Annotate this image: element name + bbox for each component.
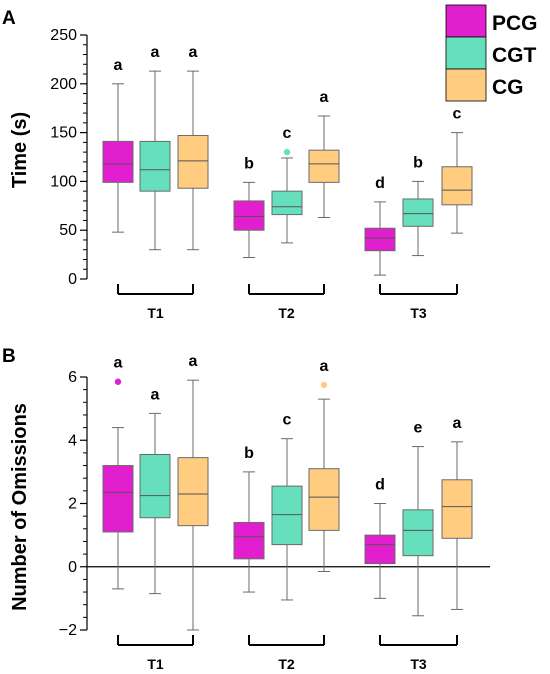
legend-swatch-cg xyxy=(445,68,487,102)
panel-b-plot: −2 0 2 4 6 a b d a c e a a a T1 T2 T3 xyxy=(59,353,490,672)
panel-b-cg-t3-box xyxy=(441,479,473,539)
panel-b-y-tick-label: 4 xyxy=(68,432,77,449)
panel-b-cg-t3-significance-letter: a xyxy=(453,415,462,432)
panel-b-cgt-t1-box xyxy=(139,453,171,519)
panel-a-cgt-t3-box xyxy=(402,198,434,227)
panel-b-pcg-t1-box xyxy=(102,465,134,533)
panel-a-cg-t2-box xyxy=(308,149,340,183)
legend-label-cg: CG xyxy=(492,76,524,99)
panel-b-cgt-t2-box xyxy=(271,485,303,546)
panel-a-pcg-t2-significance-letter: b xyxy=(244,155,254,172)
panel-b-cg-t2-outlier xyxy=(320,381,328,389)
panel-b-pcg-t3-box xyxy=(364,534,396,565)
panel-a-pcg-t2-box xyxy=(233,200,265,231)
panel-b-pcg-t1-outlier xyxy=(114,378,122,385)
panel-b-cgt-t2-significance-letter: c xyxy=(283,412,292,429)
panel-b-pcg-t2-box xyxy=(233,521,265,560)
panel-b-cg-t1-significance-letter: a xyxy=(189,353,198,370)
panel-b-pcg-t2-significance-letter: b xyxy=(244,445,254,462)
panel-b-pcg-t3-significance-letter: d xyxy=(375,477,385,494)
panel-a-y-tick-label: 250 xyxy=(50,27,77,44)
panel-a-cgt-t2-box xyxy=(271,190,303,216)
panel-a-cg-t2-significance-letter: a xyxy=(320,89,329,106)
panel-a-cgt-t1-box xyxy=(139,140,171,192)
panel-b-cg-t1-box xyxy=(177,457,209,527)
panel-a-cg-t3-significance-letter: c xyxy=(453,106,462,123)
panel-a-cgt-t2-outlier xyxy=(283,148,291,156)
panel-a-cg-t3-box xyxy=(441,166,473,206)
panel-b-cg-t2-significance-letter: a xyxy=(320,358,329,375)
panel-a-cgt-t2-significance-letter: c xyxy=(283,125,292,142)
panel-a-cg-t1-box xyxy=(177,135,209,189)
panel-b-group-label-t3: T3 xyxy=(410,656,427,672)
panel-b-pcg-t1-significance-letter: a xyxy=(114,355,123,372)
panel-a-plot: 0 50 100 150 200 250 a b d a c b a a c T1 T2 T3 xyxy=(50,27,473,321)
panel-letter-a: A xyxy=(2,8,16,29)
panel-a-pcg-t1-box xyxy=(102,140,134,183)
panel-b-group-label-t2: T2 xyxy=(278,656,295,672)
panel-a-pcg-t1-significance-letter: a xyxy=(114,57,123,74)
panel-b-cgt-t3-box xyxy=(402,509,434,557)
panel-b-cgt-t3-significance-letter: e xyxy=(414,420,423,437)
y-axis-title-omissions: Number of Omissions xyxy=(9,403,31,611)
panel-a-group-label-t3: T3 xyxy=(410,305,427,321)
panel-b-cgt-t1-significance-letter: a xyxy=(151,386,160,403)
legend-label-cgt: CGT xyxy=(492,44,537,67)
panel-a-cgt-t3-significance-letter: b xyxy=(413,154,423,171)
panel-a-y-tick-label: 150 xyxy=(50,125,77,142)
panel-a-y-tick-label: 0 xyxy=(68,271,77,288)
panel-a-group-label-t1: T1 xyxy=(147,305,164,321)
panel-a-y-tick-label: 50 xyxy=(59,222,77,239)
panel-a-group-label-t2: T2 xyxy=(278,305,295,321)
panel-a-y-tick-label: 100 xyxy=(50,173,77,190)
panel-b-y-tick-label: 0 xyxy=(68,559,77,576)
legend-label-pcg: PCG xyxy=(492,12,538,35)
panel-b-group-label-t1: T1 xyxy=(147,656,164,672)
panel-b-cg-t2-box xyxy=(308,468,340,531)
legend-swatch-pcg xyxy=(445,4,487,38)
panel-a-pcg-t3-significance-letter: d xyxy=(375,175,385,192)
panel-a-cgt-t1-significance-letter: a xyxy=(151,44,160,61)
panel-a-cg-t1-significance-letter: a xyxy=(189,44,198,61)
legend: PCG CGT CG xyxy=(445,4,538,102)
y-axis-title-time: Time (s) xyxy=(9,112,31,188)
legend-swatch-cgt xyxy=(445,36,487,70)
panel-b-y-tick-label: −2 xyxy=(59,622,77,639)
panel-letter-b: B xyxy=(2,346,16,367)
panel-b-y-tick-label: 2 xyxy=(68,496,77,513)
panel-b-y-tick-label: 6 xyxy=(68,369,77,386)
panel-a-pcg-t3-box xyxy=(364,227,396,252)
panel-a-y-tick-label: 200 xyxy=(50,76,77,93)
